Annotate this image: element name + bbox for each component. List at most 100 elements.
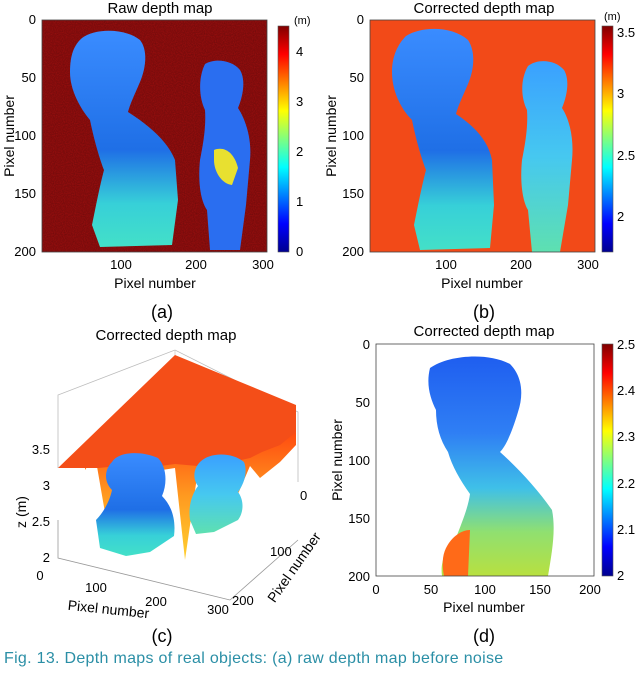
panel-c-ztick: 3.5 <box>32 442 50 457</box>
panel-c-ztick: 3 <box>43 478 50 493</box>
panel-c-ytick: 0 <box>300 488 307 503</box>
panel-b-title: Corrected depth map <box>414 0 555 17</box>
panel-c-z-ticks: 2 2.5 3 3.5 <box>32 442 50 565</box>
panel-b-ytick: 150 <box>342 186 364 201</box>
panel-a-sublabel: (a) <box>151 302 173 322</box>
panel-a-y-ticks: 0 50 100 150 200 <box>14 12 36 259</box>
panel-c-y-ticks: 0 100 200 <box>232 488 307 608</box>
panel-d-statue <box>428 356 554 576</box>
panel-d-ytick: 50 <box>356 395 370 410</box>
panel-a-ytick: 150 <box>14 186 36 201</box>
panel-c-title: Corrected depth map <box>96 327 237 344</box>
panel-a-title: Raw depth map <box>107 0 212 17</box>
panel-b-statue-right <box>521 61 573 252</box>
panel-a-xtick: 100 <box>110 257 132 272</box>
panel-c-top-plane <box>58 355 296 468</box>
panel-d-y-ticks: 0 50 100 150 200 <box>348 337 370 584</box>
panel-c-surface <box>57 349 299 601</box>
panel-b-cbtick: 3 <box>617 86 624 101</box>
panel-d-cbtick: 2.5 <box>617 337 635 352</box>
panel-a-cbtick: 2 <box>296 144 303 159</box>
panel-c-ztick: 2.5 <box>32 514 50 529</box>
panel-a-colorbar-unit: (m) <box>294 15 311 27</box>
panel-b-statue-left <box>392 28 494 250</box>
panel-c-xlabel: Pixel number <box>67 597 150 621</box>
panel-d: Corrected depth map 0 50 100 150 200 0 5… <box>329 323 635 646</box>
panel-b-cbtick: 2.5 <box>617 148 635 163</box>
panel-b-colorbar: (m) 2 2.5 3 3.5 <box>601 11 635 253</box>
panel-b-xtick: 300 <box>577 257 599 272</box>
panel-b-xlabel: Pixel number <box>441 275 523 291</box>
panel-a-ytick: 200 <box>14 244 36 259</box>
panel-b-cbtick: 3.5 <box>617 25 635 40</box>
panel-b-xtick: 200 <box>510 257 532 272</box>
panel-a-cbtick: 1 <box>296 194 303 209</box>
panel-d-ytick: 100 <box>348 453 370 468</box>
panel-c-x-ticks: 0 100 200 300 <box>36 568 228 617</box>
panel-a-ytick: 0 <box>29 12 36 27</box>
panel-a: Raw depth map 0 50 100 150 200 100 200 3… <box>1 0 311 322</box>
panel-c-ytick: 100 <box>270 544 292 559</box>
panel-d-cbtick: 2.4 <box>617 383 635 398</box>
panel-c-ztick: 2 <box>43 550 50 565</box>
panel-c-bust-right <box>189 454 246 534</box>
panel-c-sublabel: (c) <box>152 626 173 646</box>
panel-c-ytick: 200 <box>232 593 254 608</box>
panel-d-colorbar: 2 2.1 2.2 2.3 2.4 2.5 <box>601 337 635 583</box>
panel-a-cbtick: 4 <box>296 44 303 59</box>
figure-caption: Fig. 13. Depth maps of real objects: (a)… <box>4 650 504 667</box>
panel-d-ytick: 150 <box>348 511 370 526</box>
panel-b-x-ticks: 100 200 300 <box>435 257 599 272</box>
panel-d-cbtick: 2.1 <box>617 522 635 537</box>
panel-c-zlabel: z (m) <box>13 496 29 528</box>
panel-c-xtick: 200 <box>145 594 167 609</box>
panel-d-xtick: 200 <box>579 582 601 597</box>
panel-a-x-ticks: 100 200 300 <box>110 257 274 272</box>
panel-a-xlabel: Pixel number <box>114 275 196 291</box>
panel-a-colorbar: (m) 0 1 2 3 4 <box>277 15 311 259</box>
panel-b-cbtick: 2 <box>617 209 624 224</box>
panel-d-image <box>375 343 595 577</box>
panel-a-ytick: 100 <box>14 128 36 143</box>
panel-b-image <box>369 19 596 253</box>
panel-d-title: Corrected depth map <box>414 323 555 340</box>
panel-d-sublabel: (d) <box>473 626 495 646</box>
panel-d-ytick: 200 <box>348 569 370 584</box>
panel-c-bust-left <box>96 453 175 556</box>
panel-b-ytick: 200 <box>342 244 364 259</box>
panel-b-colorbar-unit: (m) <box>604 11 621 23</box>
panel-a-statue-left <box>70 30 178 248</box>
panel-a-xtick: 300 <box>252 257 274 272</box>
panel-d-cbtick: 2 <box>617 568 624 583</box>
panel-b-sublabel: (b) <box>473 302 495 322</box>
panel-c-ylabel: Pixel number <box>264 529 324 605</box>
panel-b-ytick: 0 <box>357 12 364 27</box>
panel-a-ylabel: Pixel number <box>1 95 17 177</box>
panel-a-ytick: 50 <box>22 70 36 85</box>
panel-d-xtick: 100 <box>474 582 496 597</box>
panel-b-y-ticks: 0 50 100 150 200 <box>342 12 364 259</box>
panel-c: Corrected depth map 2 2.5 3 3.5 z (m) 0 <box>13 327 324 646</box>
panel-b-ytick: 100 <box>342 128 364 143</box>
panel-d-x-ticks: 0 50 100 150 200 <box>372 582 600 597</box>
panel-d-ylabel: Pixel number <box>329 419 345 501</box>
panel-c-xtick: 100 <box>85 580 107 595</box>
panel-d-xtick: 0 <box>372 582 379 597</box>
panel-a-cbtick: 0 <box>296 244 303 259</box>
panel-b: Corrected depth map 0 50 100 150 200 100… <box>323 0 635 322</box>
panel-d-cbtick: 2.2 <box>617 476 635 491</box>
panel-c-xtick: 300 <box>207 602 229 617</box>
panel-d-xlabel: Pixel number <box>443 599 525 615</box>
panel-d-cbtick: 2.3 <box>617 429 635 444</box>
panel-b-xtick: 100 <box>435 257 457 272</box>
panel-c-xtick: 0 <box>36 568 43 583</box>
panel-d-ytick: 0 <box>363 337 370 352</box>
panel-d-xtick: 150 <box>529 582 551 597</box>
panel-b-ylabel: Pixel number <box>323 95 339 177</box>
panel-b-ytick: 50 <box>350 70 364 85</box>
panel-a-image <box>41 19 268 253</box>
panel-d-xtick: 50 <box>424 582 438 597</box>
panel-a-xtick: 200 <box>185 257 207 272</box>
panel-a-cbtick: 3 <box>296 94 303 109</box>
